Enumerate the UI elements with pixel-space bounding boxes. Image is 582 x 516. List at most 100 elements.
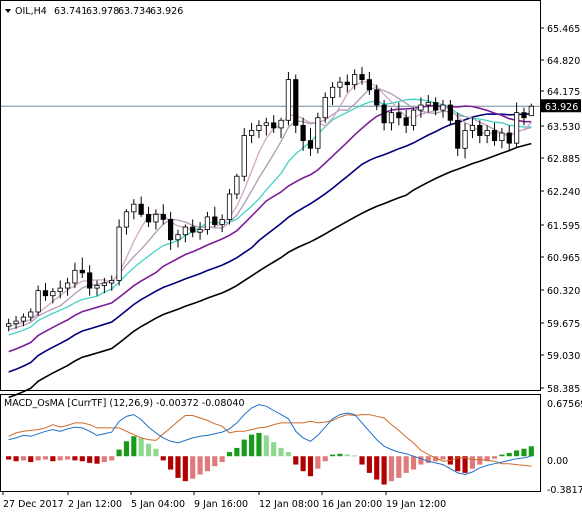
candle[interactable]	[352, 69, 358, 90]
candle[interactable]	[366, 71, 372, 95]
candle[interactable]	[87, 265, 93, 296]
candle[interactable]	[440, 99, 446, 118]
candle[interactable]	[28, 308, 34, 322]
bear-candle-body	[42, 290, 49, 297]
candle[interactable]	[521, 107, 527, 126]
ma-line-34	[8, 112, 532, 373]
candle[interactable]	[109, 275, 115, 291]
bull-candle-body	[109, 280, 115, 284]
candle[interactable]	[101, 277, 107, 294]
candle[interactable]	[234, 173, 240, 200]
candle[interactable]	[197, 221, 203, 240]
candle[interactable]	[359, 66, 365, 85]
candle[interactable]	[396, 102, 402, 126]
candle[interactable]	[6, 318, 12, 332]
candle[interactable]	[271, 115, 277, 133]
candle[interactable]	[447, 99, 453, 126]
histogram-bar	[190, 456, 196, 479]
candle[interactable]	[263, 117, 269, 136]
bull-candle-body	[388, 112, 395, 124]
candle[interactable]	[433, 97, 439, 116]
candle[interactable]	[337, 77, 343, 98]
bull-candle-body	[263, 122, 269, 126]
candle[interactable]	[204, 211, 211, 235]
candle[interactable]	[13, 316, 19, 329]
candle[interactable]	[175, 229, 181, 248]
triangle-down-icon[interactable]	[5, 9, 11, 13]
histogram-bar	[123, 441, 130, 457]
header-close: 63.926	[150, 6, 183, 17]
candle[interactable]	[462, 122, 468, 159]
candle[interactable]	[35, 285, 41, 317]
candle[interactable]	[455, 112, 461, 156]
bull-candle-body	[94, 285, 100, 289]
candle[interactable]	[418, 97, 424, 118]
histogram-bar	[131, 436, 137, 457]
candle[interactable]	[491, 122, 498, 146]
bull-candle-body	[57, 287, 63, 293]
candle[interactable]	[469, 117, 476, 139]
candle[interactable]	[160, 204, 166, 225]
candle[interactable]	[57, 280, 63, 299]
candle[interactable]	[315, 112, 321, 154]
candle[interactable]	[116, 219, 122, 286]
candle[interactable]	[388, 107, 395, 131]
candle[interactable]	[381, 99, 387, 131]
candle[interactable]	[138, 196, 144, 217]
candle[interactable]	[329, 82, 336, 106]
candle[interactable]	[42, 283, 49, 301]
candle[interactable]	[322, 92, 328, 123]
candle[interactable]	[506, 125, 512, 151]
candle[interactable]	[190, 219, 196, 238]
bull-candle-body	[101, 282, 107, 286]
candle[interactable]	[513, 102, 520, 149]
bear-candle-body	[366, 79, 372, 91]
candle[interactable]	[212, 206, 218, 228]
candle[interactable]	[226, 188, 233, 225]
candle[interactable]	[79, 257, 85, 278]
candle[interactable]	[410, 107, 417, 131]
candle[interactable]	[72, 262, 78, 289]
histogram-bar	[425, 456, 431, 463]
candle[interactable]	[182, 224, 188, 243]
candle[interactable]	[307, 127, 314, 156]
candle[interactable]	[484, 125, 490, 144]
current-price-bg	[541, 99, 581, 113]
histogram-bar	[160, 456, 166, 461]
candle[interactable]	[241, 127, 247, 182]
candle[interactable]	[20, 313, 27, 327]
histogram-bar	[337, 453, 343, 457]
candle[interactable]	[248, 122, 255, 144]
indicator-panel-frame[interactable]	[0, 394, 541, 492]
candle[interactable]	[300, 117, 306, 151]
bull-candle-body	[410, 109, 417, 126]
histogram-bar	[197, 456, 203, 475]
candle[interactable]	[344, 74, 350, 93]
candle[interactable]	[219, 214, 225, 233]
candle[interactable]	[374, 84, 380, 111]
candle[interactable]	[477, 120, 483, 144]
price-axis: 65.465 64.820 64.175 63.530 62.885 62.24…	[540, 24, 580, 395]
candle[interactable]	[499, 127, 505, 149]
candle[interactable]	[293, 74, 299, 133]
candle[interactable]	[528, 103, 534, 117]
candles[interactable]	[6, 66, 534, 332]
candle[interactable]	[153, 209, 159, 230]
candle[interactable]	[64, 277, 71, 296]
candle[interactable]	[425, 94, 431, 113]
candle[interactable]	[50, 288, 56, 304]
header-low: 63.734	[118, 6, 151, 17]
candle[interactable]	[403, 110, 409, 133]
candle[interactable]	[256, 120, 262, 139]
bull-candle-body	[226, 193, 233, 220]
candle[interactable]	[285, 71, 292, 126]
candle[interactable]	[145, 206, 152, 228]
candle[interactable]	[94, 280, 100, 296]
main-chart-frame[interactable]	[0, 0, 541, 391]
candle[interactable]	[131, 199, 137, 220]
candle[interactable]	[168, 211, 174, 250]
candle[interactable]	[278, 117, 284, 139]
histogram-bar	[462, 456, 468, 473]
candle[interactable]	[123, 209, 130, 235]
